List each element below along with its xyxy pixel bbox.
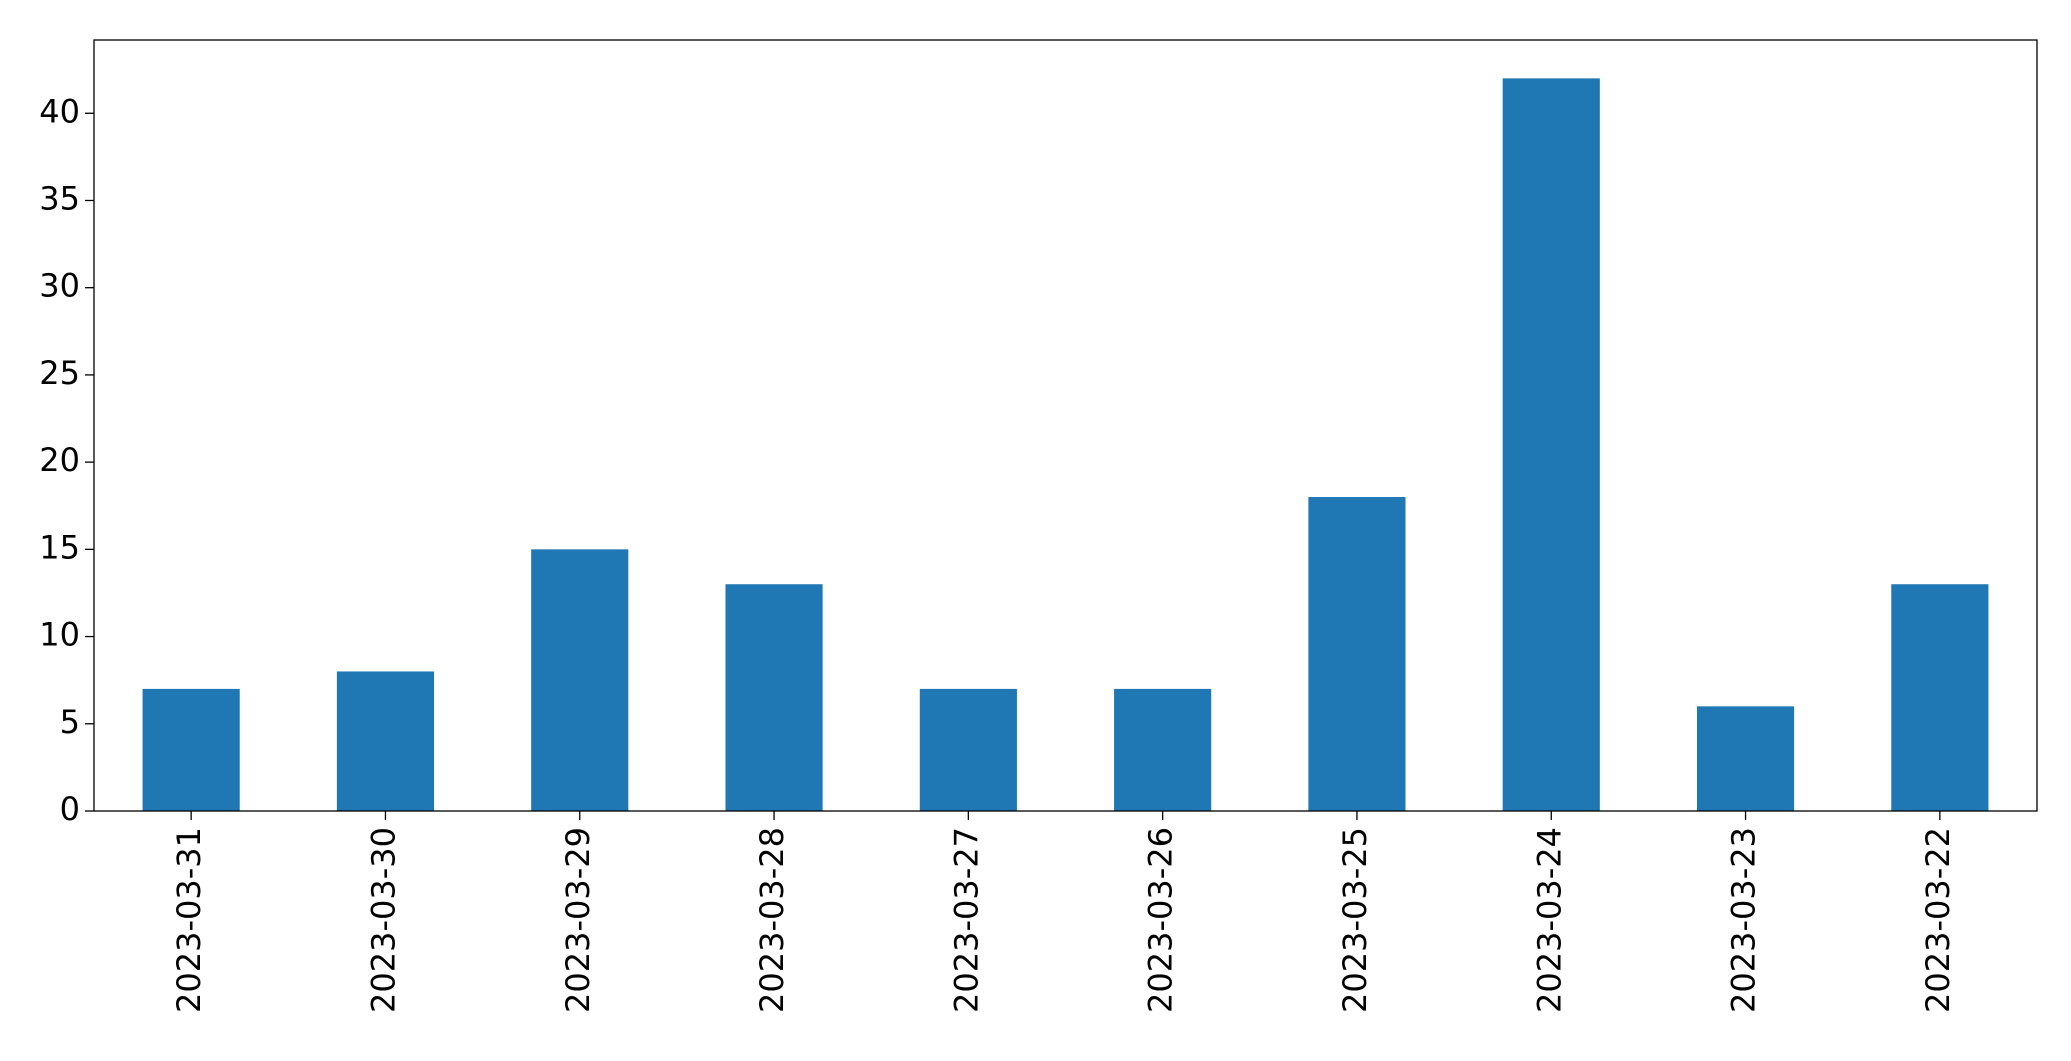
- x-tick-label: 2023-03-27: [947, 827, 985, 1013]
- x-tick-label: 2023-03-22: [1919, 827, 1957, 1013]
- y-tick-label: 25: [39, 354, 80, 392]
- x-tick-label: 2023-03-31: [170, 827, 208, 1013]
- x-tick-label: 2023-03-23: [1725, 827, 1763, 1013]
- bar: [725, 584, 823, 811]
- y-tick-label: 40: [39, 92, 80, 130]
- x-tick-label: 2023-03-29: [559, 827, 597, 1013]
- bar: [1891, 584, 1989, 811]
- bar: [919, 688, 1017, 811]
- x-tick-label: 2023-03-30: [364, 827, 402, 1013]
- y-tick-label: 5: [60, 703, 80, 741]
- x-tick-label: 2023-03-25: [1336, 827, 1374, 1013]
- x-tick-label: 2023-03-24: [1530, 827, 1568, 1013]
- y-tick-label: 10: [39, 616, 80, 654]
- plot-frame: [93, 39, 2038, 812]
- bar: [1308, 497, 1406, 811]
- x-tick-label: 2023-03-28: [753, 827, 791, 1013]
- y-tick-label: 0: [60, 790, 80, 828]
- y-tick-label: 15: [39, 528, 80, 566]
- bar: [531, 549, 629, 811]
- bar: [336, 671, 435, 811]
- bar: [1502, 78, 1600, 812]
- x-tick-label: 2023-03-26: [1142, 827, 1180, 1013]
- y-tick-label: 20: [39, 441, 80, 479]
- bar: [1114, 688, 1212, 811]
- y-tick-label: 30: [39, 267, 80, 305]
- bar: [1696, 706, 1795, 811]
- bar: [142, 688, 240, 811]
- y-tick-label: 35: [39, 179, 80, 217]
